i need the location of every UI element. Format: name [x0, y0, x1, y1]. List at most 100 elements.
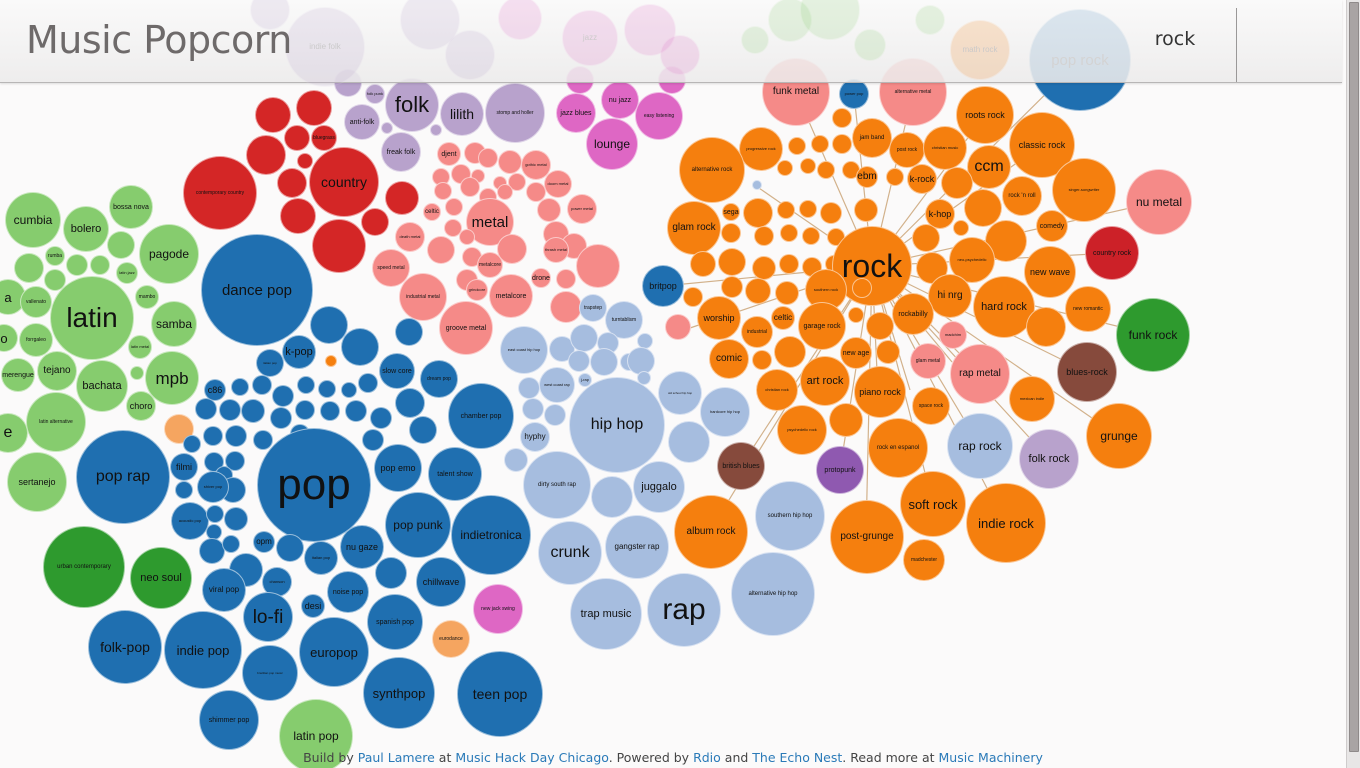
genre-bubble-unlabeled[interactable] [752, 350, 772, 370]
genre-bubble-unlabeled[interactable] [912, 224, 940, 252]
genre-bubble-unlabeled[interactable] [375, 557, 407, 589]
genre-bubble-funk-rock[interactable]: funk rock [1116, 298, 1190, 372]
genre-bubble-ccm[interactable]: ccm [967, 145, 1011, 189]
genre-bubble-europop[interactable]: europop [299, 617, 369, 687]
genre-bubble-new-wave[interactable]: new wave [1024, 246, 1076, 298]
genre-bubble-rock-en-espanol[interactable]: rock en espanol [868, 418, 928, 478]
genre-bubble-unlabeled[interactable] [295, 400, 315, 420]
genre-bubble-celtic[interactable]: celtic [771, 306, 795, 330]
genre-bubble-samba[interactable]: samba [151, 301, 197, 347]
genre-bubble-unlabeled[interactable] [504, 448, 528, 472]
genre-bubble-slow-core[interactable]: slow core [379, 353, 415, 389]
genre-bubble-soft-rock[interactable]: soft rock [900, 471, 966, 537]
genre-bubble-glam-rock[interactable]: glam rock [667, 201, 721, 255]
genre-bubble-indietronica[interactable]: indietronica [451, 495, 531, 575]
genre-bubble-folk-pop[interactable]: folk-pop [88, 610, 162, 684]
genre-bubble-metalcore[interactable]: metalcore [477, 252, 503, 278]
genre-bubble-djent[interactable]: djent [437, 142, 461, 166]
genre-bubble-spanish-pop[interactable]: spanish pop [367, 594, 423, 650]
genre-bubble-hi-nrg[interactable]: hi nrg [928, 274, 972, 318]
genre-bubble-rumba[interactable]: rumba [45, 246, 65, 266]
genre-bubble-italian-pop[interactable]: italian pop [304, 541, 338, 575]
genre-bubble-dance-pop[interactable]: dance pop [201, 234, 313, 346]
genre-bubble-unlabeled[interactable] [206, 505, 224, 523]
genre-bubble-glam-metal[interactable]: glam metal [910, 343, 946, 379]
genre-bubble-unlabeled[interactable] [752, 180, 762, 190]
genre-bubble-shiver-pop[interactable]: shiver pop [197, 471, 229, 503]
genre-bubble-unlabeled[interactable] [381, 122, 393, 134]
genre-bubble-bossa-nova[interactable]: bossa nova [109, 185, 153, 229]
genre-bubble-unlabeled[interactable] [811, 135, 829, 153]
genre-bubble-drone[interactable]: drone [531, 268, 551, 288]
genre-bubble-unlabeled[interactable] [427, 236, 455, 264]
genre-bubble-latin-alternative[interactable]: latin alternative [26, 392, 86, 452]
rdio-link[interactable]: Rdio [693, 750, 721, 765]
genre-bubble-country[interactable]: country [309, 147, 379, 217]
genre-bubble-unlabeled[interactable] [297, 153, 313, 169]
genre-bubble-mambo[interactable]: mambo [135, 285, 159, 309]
genre-bubble-blues-rock[interactable]: blues-rock [1057, 342, 1117, 402]
genre-bubble-rock-n-roll[interactable]: rock 'n roll [1002, 176, 1042, 216]
genre-bubble-hip-hop[interactable]: hip hop [569, 377, 665, 473]
genre-bubble-viral-pop[interactable]: viral pop [202, 568, 246, 612]
genre-bubble-unlabeled[interactable] [775, 281, 799, 305]
genre-bubble-unlabeled[interactable] [683, 287, 703, 307]
genre-bubble-unlabeled[interactable] [556, 269, 576, 289]
genre-bubble-hyphy[interactable]: hyphy [520, 422, 550, 452]
genre-bubble-folk-rock[interactable]: folk rock [1019, 429, 1079, 489]
genre-bubble-unlabeled[interactable] [817, 161, 835, 179]
genre-bubble-unlabeled[interactable] [497, 184, 513, 200]
genre-bubble-unlabeled[interactable] [231, 378, 249, 396]
genre-bubble-unlabeled[interactable] [1026, 307, 1066, 347]
genre-bubble-folk[interactable]: folk [385, 78, 439, 132]
genre-bubble-unlabeled[interactable] [866, 312, 894, 340]
genre-bubble-post-rock[interactable]: post rock [889, 132, 925, 168]
genre-bubble-unlabeled[interactable] [66, 254, 88, 276]
genre-bubble-lo-fi[interactable]: lo-fi [243, 592, 293, 642]
genre-bubble-shimmer-pop[interactable]: shimmer pop [199, 690, 259, 750]
genre-bubble-latin[interactable]: latin [50, 276, 134, 360]
genre-bubble-unlabeled[interactable] [576, 244, 620, 288]
scrollbar-thumb[interactable] [1349, 2, 1359, 752]
genre-bubble-singer-songwriter[interactable]: singer-songwriter [1052, 158, 1116, 222]
genre-bubble-trap-music[interactable]: trap music [570, 578, 642, 650]
genre-bubble-merengue[interactable]: merengue [1, 358, 35, 392]
genre-bubble-teen-pop[interactable]: teen pop [457, 651, 543, 737]
genre-bubble-unlabeled[interactable] [590, 348, 618, 376]
genre-bubble-southern-hip-hop[interactable]: southern hip hop [755, 481, 825, 551]
genre-bubble-sega[interactable]: sega [722, 203, 740, 221]
genre-bubble-unlabeled[interactable] [777, 201, 795, 219]
genre-bubble-unlabeled[interactable] [14, 253, 44, 283]
genre-bubble-worship[interactable]: worship [697, 296, 741, 340]
genre-bubble-unlabeled[interactable] [537, 198, 561, 222]
genre-bubble-rockabilly[interactable]: rockabilly [892, 293, 934, 335]
genre-bubble-comic[interactable]: comic [709, 339, 749, 379]
genre-bubble-unlabeled[interactable] [780, 224, 798, 242]
genre-bubble-unlabeled[interactable] [341, 328, 379, 366]
genre-bubble-unlabeled[interactable] [829, 403, 863, 437]
genre-bubble-dream-pop[interactable]: dream pop [420, 360, 458, 398]
genre-bubble-unlabeled[interactable] [518, 377, 540, 399]
genre-bubble-unlabeled[interactable] [345, 400, 367, 422]
genre-bubble-unlabeled[interactable] [225, 451, 245, 471]
genre-bubble-unlabeled[interactable] [953, 220, 969, 236]
genre-bubble-indie-pop[interactable]: indie pop [164, 611, 242, 689]
genre-bubble-urban-contemporary[interactable]: urban contemporary [43, 526, 125, 608]
genre-bubble-east-coast-hip-hop[interactable]: east coast hip hop [500, 326, 548, 374]
genre-bubble-madchim[interactable]: madchim [939, 321, 967, 349]
genre-bubble-unlabeled[interactable] [270, 407, 292, 429]
genre-bubble-alternative-hip-hop[interactable]: alternative hip hop [731, 552, 815, 636]
genre-bubble-madchester[interactable]: madchester [903, 539, 945, 581]
genre-bubble-dirty-south-rap[interactable]: dirty south rap [523, 451, 591, 519]
genre-bubble-unlabeled[interactable] [224, 507, 248, 531]
genre-bubble-britpop[interactable]: britpop [642, 265, 684, 307]
genre-bubble-o[interactable]: o [0, 324, 18, 352]
genre-bubble-unlabeled[interactable] [444, 219, 462, 237]
genre-bubble-unlabeled[interactable] [779, 254, 799, 274]
genre-bubble-nu-metal[interactable]: nu metal [1126, 169, 1192, 235]
genre-bubble-cumbia[interactable]: cumbia [5, 192, 61, 248]
genre-bubble-unlabeled[interactable] [522, 398, 544, 420]
genre-bubble-unlabeled[interactable] [800, 158, 816, 174]
genre-bubble-unlabeled[interactable] [478, 148, 498, 168]
